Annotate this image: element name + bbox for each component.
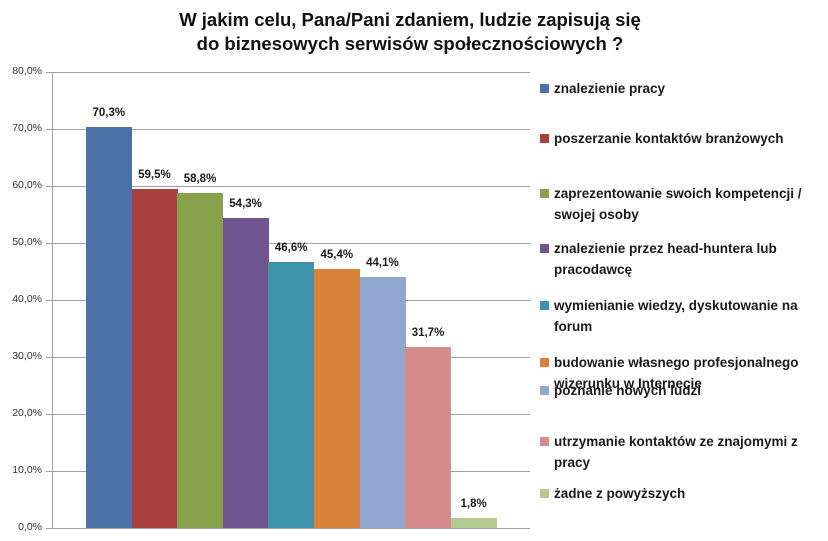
legend-label: budowanie własnego profesjonalnego xyxy=(554,355,799,370)
legend-label: znalezienie przez head-huntera lub xyxy=(554,241,777,256)
bar xyxy=(177,192,224,528)
legend-item: znalezienie przez head-huntera lub pracod… xyxy=(540,238,825,280)
legend-item: poszerzanie kontaktów branżowych xyxy=(540,128,825,149)
legend-label-line-2: wizerunku w Internecie xyxy=(554,376,702,391)
bar-value-label: 59,5% xyxy=(138,168,171,181)
legend-item: zaprezentowanie swoich kompetencji / swoj… xyxy=(540,183,825,225)
legend-label: poszerzanie kontaktów branżowych xyxy=(554,131,784,146)
legend-swatch xyxy=(540,358,549,367)
legend-label-line-2: pracy xyxy=(554,455,591,470)
bar-value-label: 31,7% xyxy=(411,327,445,340)
legend-item: utrzymanie kontaktów ze znajomymi z pracy xyxy=(540,431,825,473)
legend-label: utrzymanie kontaktów ze znajomymi z xyxy=(554,434,798,449)
legend-label-line-2: forum xyxy=(554,319,593,334)
bar xyxy=(450,517,497,528)
bar-value-label: 58,8% xyxy=(183,172,217,185)
bar xyxy=(314,269,361,528)
bar xyxy=(359,276,406,528)
gridline xyxy=(46,72,530,73)
chart-title-line-1: W jakim celu, Pana/Pani zdaniem, ludzie … xyxy=(179,9,641,30)
bar-value-label: 54,3% xyxy=(229,198,262,211)
bar-value-label: 70,3% xyxy=(92,107,126,120)
gridline xyxy=(46,186,530,187)
gridline xyxy=(46,528,530,529)
chart-title: W jakim celu, Pana/Pani zdaniem, ludzie … xyxy=(150,8,670,56)
legend-swatch xyxy=(540,437,549,446)
legend-item: budowanie własnego profesjonalnego wizeru… xyxy=(540,352,825,394)
y-tick-label: 70,0% xyxy=(12,122,42,134)
y-tick-label: 0,0% xyxy=(18,521,42,533)
legend-swatch xyxy=(540,386,549,395)
legend-label: znalezienie pracy xyxy=(554,81,666,96)
legend-swatch xyxy=(540,189,549,198)
legend-swatch xyxy=(540,489,549,498)
y-tick-label: 10,0% xyxy=(12,464,42,476)
legend-item: żadne z powyższych xyxy=(540,483,825,504)
bar xyxy=(268,262,315,528)
bar-value-label: 46,6% xyxy=(274,242,308,255)
y-tick-label: 40,0% xyxy=(12,293,42,305)
gridline xyxy=(46,129,530,130)
y-tick-label: 20,0% xyxy=(12,407,42,419)
bar-value-label: 45,4% xyxy=(320,249,354,262)
legend-label: zaprezentowanie swoich kompetencji / xyxy=(554,186,802,201)
gridline xyxy=(46,243,530,244)
legend-swatch xyxy=(540,134,549,143)
bar-value-label: 44,1% xyxy=(366,256,399,269)
legend-label: poznanie nowych ludzi xyxy=(554,383,702,398)
legend-label-line-2: swojej osoby xyxy=(554,207,639,222)
y-tick-label: 30,0% xyxy=(12,350,42,362)
legend-item: wymienianie wiedzy, dyskutowanie na forum xyxy=(540,295,825,337)
y-axis xyxy=(52,72,53,529)
legend-swatch xyxy=(540,84,549,93)
y-tick-label: 50,0% xyxy=(12,236,42,248)
y-tick-label: 60,0% xyxy=(12,179,42,191)
bar xyxy=(86,127,133,528)
legend-swatch xyxy=(540,301,549,310)
legend-label-line-2: pracodawcę xyxy=(554,262,633,277)
bar xyxy=(405,347,452,528)
bar xyxy=(131,188,178,528)
legend-item: znalezienie pracy xyxy=(540,78,825,99)
legend-label: wymienianie wiedzy, dyskutowanie na xyxy=(554,298,798,313)
legend-label: żadne z powyższych xyxy=(554,486,686,501)
y-tick-label: 80,0% xyxy=(12,65,42,77)
legend-item: poznanie nowych ludzi xyxy=(540,380,825,401)
bar xyxy=(222,218,269,528)
legend-swatch xyxy=(540,244,549,253)
bar-value-label: 1,8% xyxy=(460,497,487,510)
chart-title-line-2: do biznesowych serwisów społecznościowyc… xyxy=(196,33,624,54)
